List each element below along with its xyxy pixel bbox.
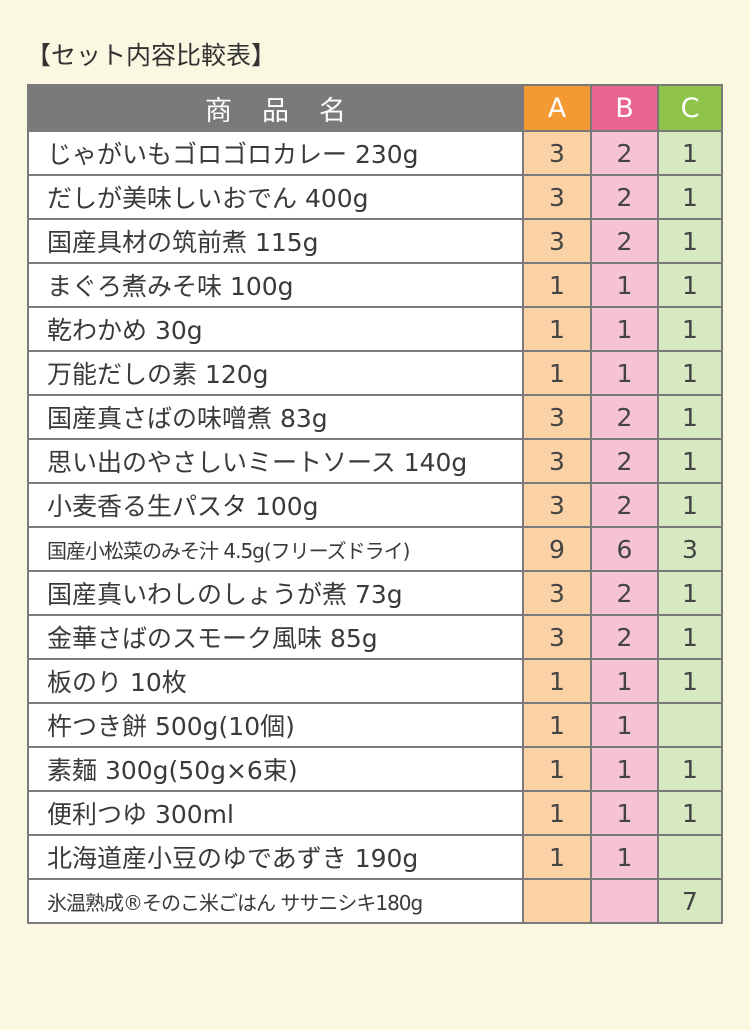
- header-set-a: A: [522, 84, 592, 132]
- product-name-cell: 氷温熟成®そのこ米ごはん ササニシキ180g: [27, 878, 524, 924]
- table-row: 素麺 300g(50g×6束) 1 1 1: [27, 746, 723, 792]
- qty-a-cell: 1: [522, 702, 592, 748]
- table-row: 便利つゆ 300ml 1 1 1: [27, 790, 723, 836]
- qty-c-cell: 7: [657, 878, 723, 924]
- qty-c-cell: 1: [657, 570, 723, 616]
- qty-a-cell: 1: [522, 746, 592, 792]
- qty-a-cell: 9: [522, 526, 592, 572]
- qty-c-cell: 1: [657, 438, 723, 484]
- product-name-cell: まぐろ煮みそ味 100g: [27, 262, 524, 308]
- table-row: 小麦香る生パスタ 100g 3 2 1: [27, 482, 723, 528]
- qty-b-cell: 6: [590, 526, 659, 572]
- table-row: 国産具材の筑前煮 115g 3 2 1: [27, 218, 723, 264]
- qty-a-cell: 1: [522, 790, 592, 836]
- qty-c-cell: 1: [657, 482, 723, 528]
- qty-a-cell: 1: [522, 306, 592, 352]
- product-name-cell: 便利つゆ 300ml: [27, 790, 524, 836]
- qty-b-cell: 1: [590, 658, 659, 704]
- qty-b-cell: 1: [590, 350, 659, 396]
- qty-c-cell: 1: [657, 746, 723, 792]
- product-name-cell: 小麦香る生パスタ 100g: [27, 482, 524, 528]
- qty-c-cell: 1: [657, 130, 723, 176]
- page-title: 【セット内容比較表】: [26, 41, 277, 70]
- qty-b-cell: 1: [590, 702, 659, 748]
- qty-b-cell: 1: [590, 306, 659, 352]
- qty-b-cell: 1: [590, 790, 659, 836]
- qty-a-cell: 3: [522, 570, 592, 616]
- product-name-cell: 乾わかめ 30g: [27, 306, 524, 352]
- qty-b-cell: 2: [590, 614, 659, 660]
- table-row: 板のり 10枚 1 1 1: [27, 658, 723, 704]
- table-row: 万能だしの素 120g 1 1 1: [27, 350, 723, 396]
- qty-c-cell: 1: [657, 350, 723, 396]
- qty-a-cell: 1: [522, 350, 592, 396]
- qty-c-cell: 1: [657, 394, 723, 440]
- qty-c-cell: 1: [657, 174, 723, 220]
- qty-a-cell: 3: [522, 394, 592, 440]
- table-row: まぐろ煮みそ味 100g 1 1 1: [27, 262, 723, 308]
- qty-b-cell: 2: [590, 130, 659, 176]
- product-name-cell: じゃがいもゴロゴロカレー 230g: [27, 130, 524, 176]
- table-row: だしが美味しいおでん 400g 3 2 1: [27, 174, 723, 220]
- qty-b-cell: 2: [590, 570, 659, 616]
- qty-c-cell: 1: [657, 614, 723, 660]
- table-header-row: 商品名 A B C: [27, 84, 723, 132]
- qty-c-cell: 3: [657, 526, 723, 572]
- product-name-cell: 国産真さばの味噌煮 83g: [27, 394, 524, 440]
- product-name-cell: 素麺 300g(50g×6束): [27, 746, 524, 792]
- qty-a-cell: 3: [522, 218, 592, 264]
- qty-a-cell: 3: [522, 130, 592, 176]
- qty-b-cell: 2: [590, 218, 659, 264]
- comparison-table: 商品名 A B C じゃがいもゴロゴロカレー 230g 3 2 1 だしが美味しいおでん…: [27, 84, 723, 924]
- qty-b-cell: 2: [590, 482, 659, 528]
- table-row: 氷温熟成®そのこ米ごはん ササニシキ180g 7: [27, 878, 723, 924]
- table-row: 乾わかめ 30g 1 1 1: [27, 306, 723, 352]
- qty-a-cell: 3: [522, 438, 592, 484]
- qty-c-cell: 1: [657, 790, 723, 836]
- qty-c-cell: 1: [657, 306, 723, 352]
- table-row: じゃがいもゴロゴロカレー 230g 3 2 1: [27, 130, 723, 176]
- header-set-b: B: [590, 84, 659, 132]
- qty-a-cell: 3: [522, 482, 592, 528]
- qty-a-cell: 3: [522, 614, 592, 660]
- qty-b-cell: 2: [590, 438, 659, 484]
- product-name-cell: 金華さばのスモーク風味 85g: [27, 614, 524, 660]
- product-name-cell: 万能だしの素 120g: [27, 350, 524, 396]
- table-row: 国産小松菜のみそ汁 4.5g(フリーズドライ) 9 6 3: [27, 526, 723, 572]
- header-product-name: 商品名: [27, 84, 524, 132]
- qty-b-cell: 2: [590, 174, 659, 220]
- product-name-cell: 思い出のやさしいミートソース 140g: [27, 438, 524, 484]
- qty-a-cell: [522, 878, 592, 924]
- qty-a-cell: 1: [522, 262, 592, 308]
- qty-b-cell: 1: [590, 834, 659, 880]
- qty-b-cell: 1: [590, 746, 659, 792]
- qty-a-cell: 1: [522, 658, 592, 704]
- table-row: 国産真さばの味噌煮 83g 3 2 1: [27, 394, 723, 440]
- table-row: 杵つき餅 500g(10個) 1 1: [27, 702, 723, 748]
- product-name-cell: 国産具材の筑前煮 115g: [27, 218, 524, 264]
- qty-c-cell: 1: [657, 658, 723, 704]
- product-name-cell: 国産小松菜のみそ汁 4.5g(フリーズドライ): [27, 526, 524, 572]
- product-name-cell: 杵つき餅 500g(10個): [27, 702, 524, 748]
- qty-b-cell: 1: [590, 262, 659, 308]
- qty-c-cell: 1: [657, 262, 723, 308]
- table-row: 思い出のやさしいミートソース 140g 3 2 1: [27, 438, 723, 484]
- product-name-cell: 北海道産小豆のゆであずき 190g: [27, 834, 524, 880]
- product-name-cell: 板のり 10枚: [27, 658, 524, 704]
- qty-b-cell: 2: [590, 394, 659, 440]
- qty-a-cell: 1: [522, 834, 592, 880]
- table-row: 金華さばのスモーク風味 85g 3 2 1: [27, 614, 723, 660]
- qty-c-cell: 1: [657, 218, 723, 264]
- header-set-c: C: [657, 84, 723, 132]
- table-row: 北海道産小豆のゆであずき 190g 1 1: [27, 834, 723, 880]
- product-name-cell: だしが美味しいおでん 400g: [27, 174, 524, 220]
- qty-a-cell: 3: [522, 174, 592, 220]
- product-name-cell: 国産真いわしのしょうが煮 73g: [27, 570, 524, 616]
- table-row: 国産真いわしのしょうが煮 73g 3 2 1: [27, 570, 723, 616]
- qty-c-cell: [657, 834, 723, 880]
- qty-c-cell: [657, 702, 723, 748]
- qty-b-cell: [590, 878, 659, 924]
